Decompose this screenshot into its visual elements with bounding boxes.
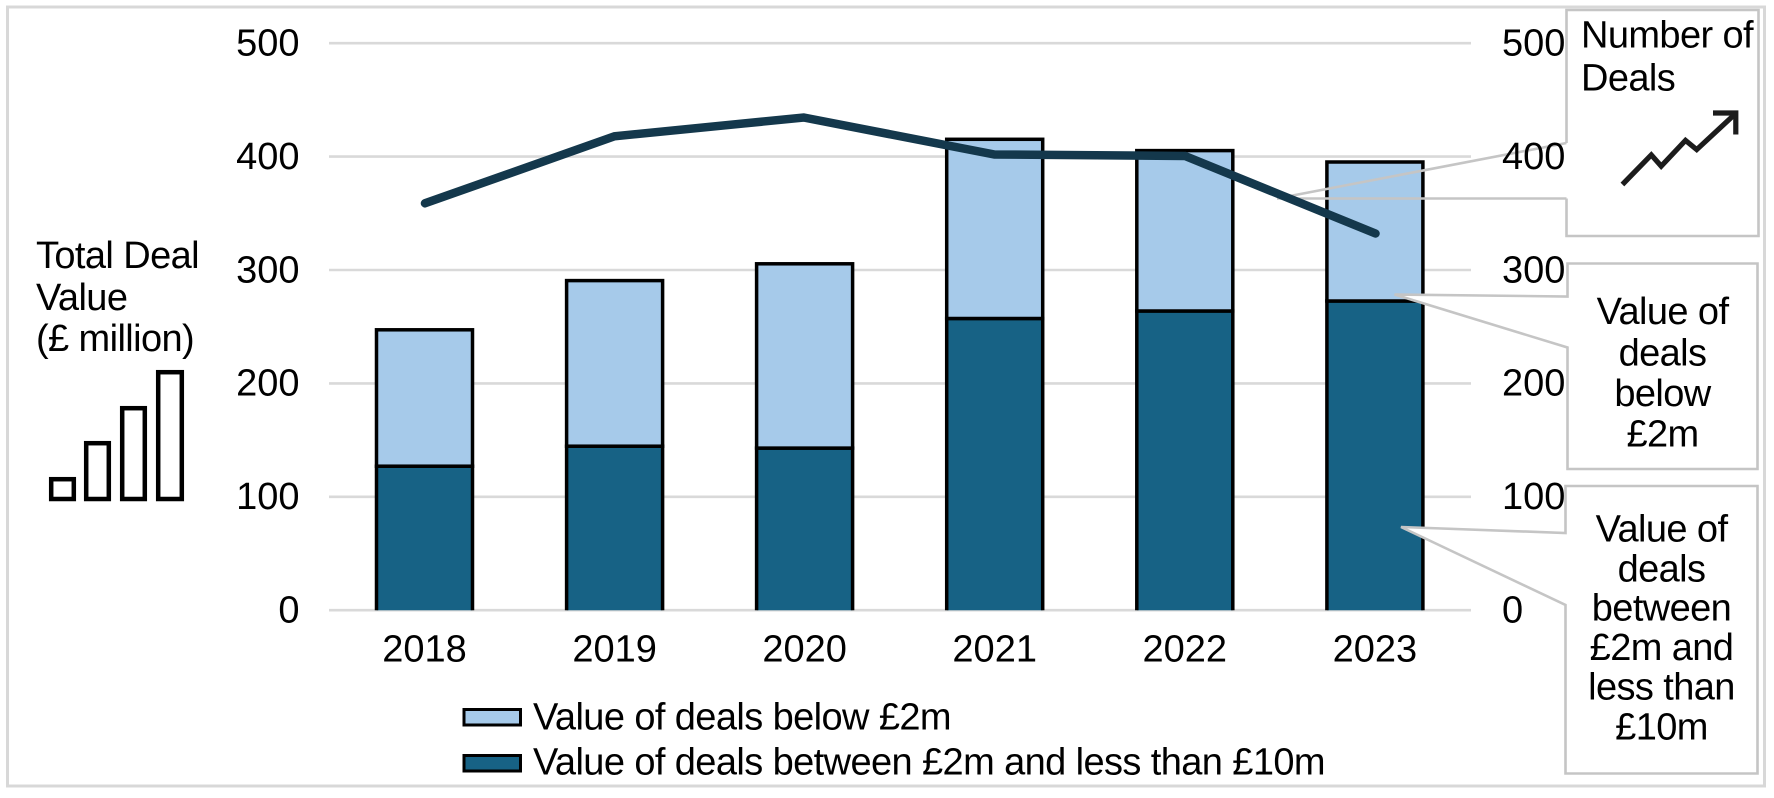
svg-text:2019: 2019 xyxy=(572,629,657,671)
svg-text:2018: 2018 xyxy=(382,629,467,671)
svg-text:500: 500 xyxy=(236,23,299,65)
svg-text:300: 300 xyxy=(1502,249,1565,291)
svg-text:200: 200 xyxy=(236,363,299,405)
svg-text:Number of: Number of xyxy=(1581,15,1754,57)
svg-text:2022: 2022 xyxy=(1143,629,1228,671)
svg-text:Value of: Value of xyxy=(1597,291,1730,333)
svg-text:100: 100 xyxy=(1502,476,1565,518)
svg-text:Deals: Deals xyxy=(1581,58,1675,100)
svg-text:0: 0 xyxy=(278,590,299,632)
svg-text:200: 200 xyxy=(1502,363,1565,405)
svg-text:300: 300 xyxy=(236,249,299,291)
svg-text:Value of deals between £2m and: Value of deals between £2m and less than… xyxy=(533,742,1325,784)
svg-text:400: 400 xyxy=(1502,136,1565,178)
svg-text:between: between xyxy=(1592,588,1731,630)
svg-text:Total Deal: Total Deal xyxy=(36,235,199,277)
svg-text:£10m: £10m xyxy=(1615,707,1708,749)
svg-text:below: below xyxy=(1614,373,1711,415)
svg-text:Value: Value xyxy=(36,277,127,319)
svg-text:Value of deals below £2m: Value of deals below £2m xyxy=(533,696,951,738)
svg-text:500: 500 xyxy=(1502,23,1565,65)
svg-text:100: 100 xyxy=(236,476,299,518)
svg-text:£2m: £2m xyxy=(1626,414,1698,456)
svg-text:£2m and: £2m and xyxy=(1590,627,1734,669)
svg-text:deals: deals xyxy=(1619,333,1707,375)
svg-text:less than: less than xyxy=(1588,667,1735,709)
svg-text:2023: 2023 xyxy=(1333,629,1418,671)
svg-text:Value of: Value of xyxy=(1596,509,1729,551)
svg-text:2021: 2021 xyxy=(952,629,1037,671)
svg-text:0: 0 xyxy=(1502,590,1523,632)
svg-text:(£ million): (£ million) xyxy=(36,318,194,360)
svg-text:deals: deals xyxy=(1618,549,1706,591)
svg-text:400: 400 xyxy=(236,136,299,178)
svg-text:2020: 2020 xyxy=(762,629,847,671)
